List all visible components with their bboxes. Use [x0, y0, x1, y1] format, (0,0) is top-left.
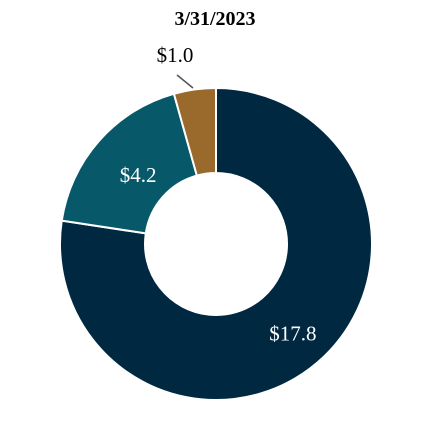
leader-lines-group [176, 74, 194, 89]
data-label-2: $4.2 [120, 163, 157, 187]
donut-slice-2 [60, 92, 198, 235]
donut-slice-1 [59, 87, 373, 401]
data-label-3: $1.0 [157, 43, 194, 67]
chart-title: 3/31/2023 [174, 8, 255, 30]
data-labels-group: $17.8 $4.2 $1.0 [120, 43, 317, 346]
leader-line-3 [176, 74, 194, 89]
donut-slice-3 [172, 87, 217, 177]
data-label-1: $17.8 [269, 322, 316, 346]
slices-group [59, 87, 373, 401]
